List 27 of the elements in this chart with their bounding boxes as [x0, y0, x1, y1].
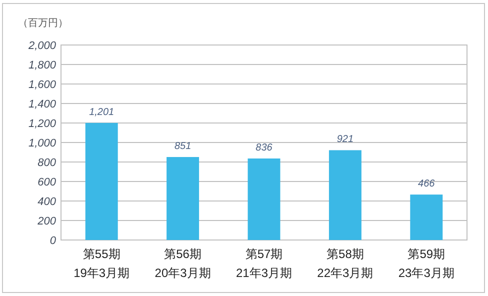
data-label: 836 — [256, 142, 273, 154]
y-tick-label: 400 — [38, 196, 57, 208]
data-label: 1,201 — [89, 106, 114, 118]
y-tick-label: 1,800 — [28, 59, 57, 72]
y-tick-label: 0 — [50, 234, 57, 247]
x-tick-label: 第59期 23年3月期 — [398, 247, 454, 280]
x-tick-label: 第56期 20年3月期 — [154, 247, 211, 280]
y-tick-label: 1,400 — [28, 98, 57, 110]
y-axis-title: （百万円） — [18, 18, 68, 29]
x-tick-label: 第57期 21年3月期 — [236, 247, 292, 280]
y-tick-label: 600 — [38, 176, 57, 188]
bar — [328, 150, 362, 240]
y-tick-label: 1,600 — [28, 78, 57, 91]
y-tick-label: 200 — [36, 215, 57, 228]
bar — [248, 158, 280, 240]
y-tick-label: 2,000 — [27, 40, 57, 52]
data-label: 921 — [336, 134, 354, 146]
bar — [410, 194, 443, 240]
data-label: 466 — [418, 178, 436, 190]
x-tick-label: 第55期 19年3月期 — [74, 247, 130, 280]
bar — [85, 122, 118, 240]
y-tick-label: 1,200 — [28, 118, 57, 130]
bar — [166, 157, 200, 240]
y-tick-label: 800 — [38, 156, 57, 169]
data-label: 851 — [174, 141, 192, 152]
x-tick-label: 第58期 22年3月期 — [317, 247, 374, 280]
y-tick-label: 1,000 — [28, 137, 57, 150]
